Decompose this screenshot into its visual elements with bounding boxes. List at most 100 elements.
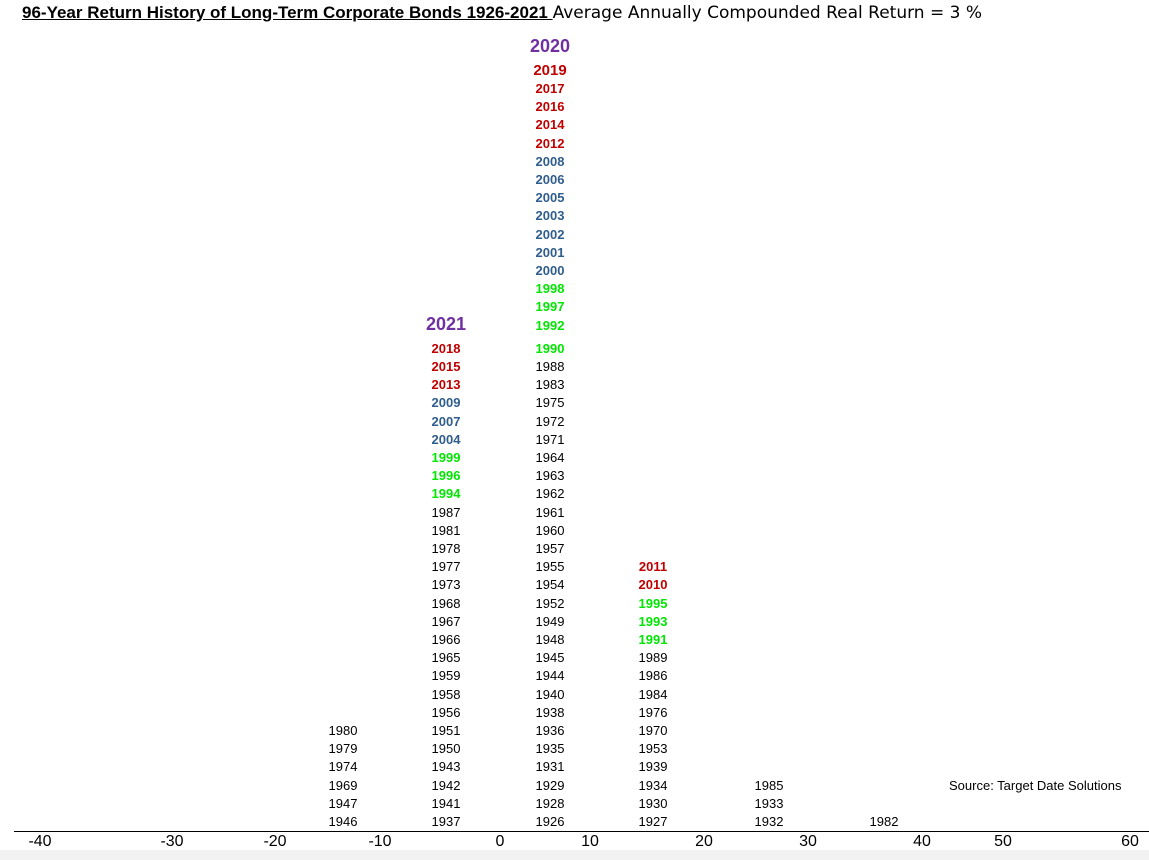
x-tick-label: 40 — [913, 833, 931, 850]
year-label: 1931 — [535, 759, 565, 775]
x-tick-label: -30 — [160, 833, 184, 850]
year-label: 1953 — [638, 741, 668, 757]
year-label: 1930 — [638, 795, 668, 811]
year-label: 1993 — [638, 613, 668, 629]
year-label: 1928 — [535, 795, 565, 811]
year-label: 1936 — [535, 723, 565, 738]
year-label: 2008 — [535, 153, 565, 169]
year-label: 1996 — [431, 468, 461, 484]
year-label: 1975 — [535, 395, 565, 411]
year-label: 1972 — [535, 413, 565, 429]
year-label: 1960 — [535, 522, 565, 538]
year-label: 1982 — [869, 814, 899, 829]
year-label: 1964 — [535, 450, 565, 465]
year-label: 2002 — [535, 226, 565, 242]
year-label: 1940 — [535, 686, 565, 702]
year-label: 2012 — [535, 135, 565, 151]
year-label: 1954 — [535, 577, 565, 593]
year-label: 2013 — [431, 377, 461, 393]
year-label: 2020 — [529, 35, 571, 56]
year-label: 1985 — [754, 777, 784, 793]
x-tick-label: -20 — [263, 833, 287, 850]
year-label: 1962 — [535, 486, 565, 502]
year-label: 1956 — [431, 704, 461, 720]
x-tick-label: 10 — [581, 833, 599, 850]
year-label: 1992 — [535, 317, 565, 333]
year-label: 1968 — [431, 595, 461, 611]
year-label: 1990 — [535, 340, 565, 356]
year-label: 1927 — [638, 814, 668, 829]
year-label: 2019 — [533, 61, 567, 79]
year-label: 2007 — [431, 413, 461, 429]
year-label: 1952 — [535, 595, 565, 611]
year-label: 1980 — [328, 723, 358, 738]
year-label: 1948 — [535, 632, 565, 647]
year-label: 1944 — [535, 668, 565, 684]
x-tick-label: -40 — [28, 833, 52, 850]
year-label: 2010 — [638, 577, 668, 593]
year-label: 1991 — [638, 632, 668, 647]
year-label: 1997 — [535, 299, 565, 315]
chart-title-subtitle: Average Annually Compounded Real Return … — [552, 3, 983, 23]
year-label: 1970 — [638, 723, 668, 738]
year-label: 1977 — [431, 559, 461, 575]
x-tick-label: 0 — [495, 833, 505, 850]
year-label: 2006 — [535, 172, 565, 187]
year-label: 2017 — [535, 81, 565, 96]
year-label: 2014 — [535, 117, 565, 133]
year-label: 1934 — [638, 777, 668, 793]
year-label: 1969 — [328, 777, 358, 793]
year-label: 1967 — [431, 613, 461, 629]
chart-title-main: 96-Year Return History of Long-Term Corp… — [22, 3, 553, 22]
year-label: 1946 — [328, 814, 358, 829]
year-label: 1961 — [535, 504, 565, 520]
year-label: 1963 — [535, 468, 565, 484]
year-label: 2015 — [431, 359, 461, 374]
bottom-strip — [0, 850, 1149, 860]
year-label: 1932 — [754, 814, 784, 829]
year-label: 1933 — [754, 795, 784, 811]
year-label: 1935 — [535, 741, 565, 757]
year-label: 1957 — [535, 541, 565, 556]
year-label: 1938 — [535, 704, 565, 720]
year-label: 1979 — [328, 741, 358, 757]
year-label: 2003 — [535, 208, 565, 224]
year-label: 2009 — [431, 395, 461, 411]
year-label: 1951 — [431, 723, 461, 738]
year-label: 1987 — [431, 504, 461, 520]
year-label: 1945 — [535, 650, 565, 666]
year-label: 1941 — [431, 795, 461, 811]
year-label: 1949 — [535, 613, 565, 629]
year-label: 1958 — [431, 686, 461, 702]
year-label: 1986 — [638, 668, 668, 684]
year-label: 1999 — [431, 450, 461, 465]
year-label: 1937 — [431, 814, 461, 829]
year-label: 2021 — [425, 313, 467, 334]
year-label: 1998 — [535, 281, 565, 297]
year-label: 2004 — [431, 431, 461, 447]
year-label: 1942 — [431, 777, 461, 793]
year-label: 1943 — [431, 759, 461, 775]
year-label: 1929 — [535, 777, 565, 793]
year-label: 1926 — [535, 814, 565, 829]
year-label: 1983 — [535, 377, 565, 393]
year-label: 1947 — [328, 795, 358, 811]
year-label: 2005 — [535, 190, 565, 206]
year-label: 1971 — [535, 431, 565, 447]
x-tick-label: 30 — [799, 833, 817, 850]
year-label: 2001 — [535, 244, 565, 260]
year-label: 2000 — [535, 263, 565, 278]
year-label: 1974 — [328, 759, 358, 775]
x-tick-label: 50 — [994, 833, 1012, 850]
year-label: 1988 — [535, 359, 565, 374]
year-label: 1950 — [431, 741, 461, 757]
year-label: 1955 — [535, 559, 565, 575]
chart-title: 96-Year Return History of Long-Term Corp… — [22, 3, 982, 23]
year-label: 1959 — [431, 668, 461, 684]
x-tick-label: 60 — [1121, 833, 1139, 850]
year-label: 1966 — [431, 632, 461, 647]
x-axis-line — [14, 831, 1149, 832]
year-label: 1976 — [638, 704, 668, 720]
year-label: 1984 — [638, 686, 668, 702]
